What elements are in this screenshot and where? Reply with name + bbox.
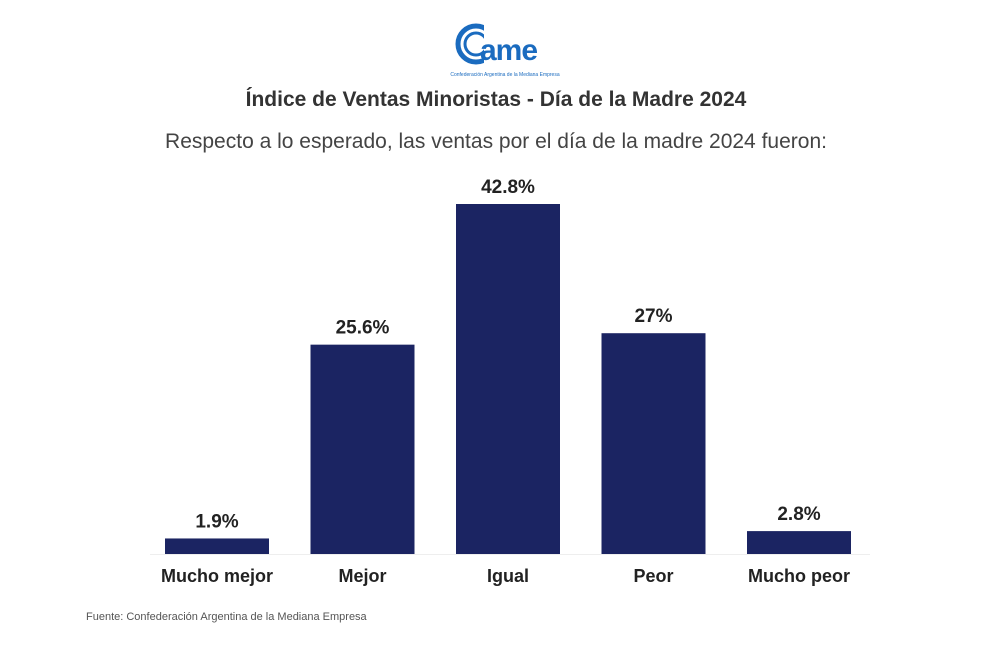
- bar-1: [310, 344, 415, 554]
- chart-subtitle: Respecto a lo esperado, las ventas por e…: [165, 130, 827, 153]
- value-label: 27%: [634, 306, 672, 327]
- svg-text:Confederación Argentina de la: Confederación Argentina de la Mediana Em…: [450, 72, 559, 78]
- svg-text:ame: ame: [480, 34, 537, 67]
- category-label: Igual: [487, 566, 529, 586]
- value-label: 2.8%: [777, 504, 820, 525]
- value-label: 1.9%: [195, 511, 238, 532]
- value-label: 25.6%: [336, 318, 390, 339]
- value-label: 42.8%: [481, 177, 535, 198]
- came-logo: ame Confederación Argentina de la Median…: [450, 23, 560, 78]
- category-label: Peor: [633, 566, 673, 586]
- bar-4: [747, 531, 851, 554]
- category-label: Mejor: [338, 566, 386, 586]
- bar-0: [165, 538, 269, 554]
- category-label: Mucho mejor: [161, 566, 273, 586]
- chart-title: Índice de Ventas Minoristas - Día de la …: [245, 88, 747, 111]
- bar-3: [601, 333, 706, 554]
- bar-chart: 1.9% Mucho mejor 25.6% Mejor 42.8% Igual 27% Pe…: [150, 177, 870, 586]
- source-note: Fuente: Confederación Argentina de la Me…: [86, 611, 367, 623]
- bar-2: [456, 204, 560, 554]
- category-label: Mucho peor: [748, 566, 850, 586]
